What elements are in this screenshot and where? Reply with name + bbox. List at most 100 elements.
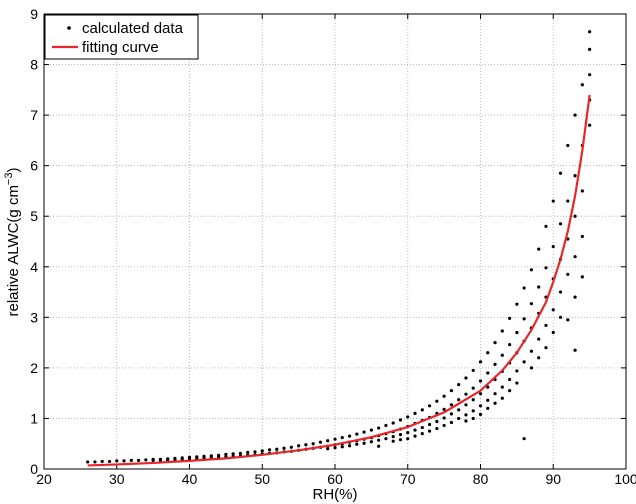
data-point (515, 330, 519, 335)
data-point (493, 341, 497, 345)
plot-frame (43, 13, 627, 470)
data-point (588, 30, 592, 34)
data-point (347, 434, 352, 438)
data-point (413, 428, 417, 432)
data-point (449, 412, 453, 416)
data-point (529, 349, 534, 353)
data-point (449, 403, 453, 407)
data-point (246, 450, 250, 454)
data-point (326, 447, 330, 451)
data-point (522, 437, 526, 441)
data-point (573, 348, 577, 352)
data-point (508, 377, 512, 382)
data-point (573, 255, 577, 259)
data-point (464, 392, 468, 396)
data-point (282, 446, 286, 450)
data-point (529, 302, 534, 306)
data-point (457, 408, 461, 412)
data-point (537, 337, 541, 341)
data-point (406, 431, 410, 435)
data-point (558, 290, 563, 294)
y-axis-label-superscript: −3 (3, 173, 15, 186)
data-point (537, 247, 541, 251)
data-point (406, 415, 410, 419)
data-point (588, 47, 592, 51)
data-point (558, 171, 563, 175)
data-point (580, 234, 584, 239)
plot-background (44, 14, 626, 469)
legend: calculated data fitting curve (44, 14, 199, 60)
data-point (326, 439, 330, 443)
data-point (478, 404, 483, 408)
data-point (573, 113, 577, 117)
data-point (478, 392, 483, 396)
data-point (362, 441, 366, 445)
data-point (573, 295, 577, 299)
data-point (427, 429, 432, 433)
data-point (486, 406, 490, 410)
data-point (391, 421, 395, 425)
data-point (544, 346, 548, 350)
data-point (478, 360, 483, 364)
data-point (166, 458, 170, 462)
data-point (537, 356, 541, 360)
data-point (566, 318, 570, 322)
data-point (580, 189, 584, 193)
data-point (115, 459, 119, 463)
data-point (457, 416, 461, 421)
y-tick-label: 9 (30, 6, 38, 22)
data-point (93, 460, 97, 464)
data-point (275, 447, 279, 451)
data-point (151, 458, 155, 463)
data-point (580, 83, 584, 87)
y-axis-label-main: relative ALWC(g cm (5, 185, 22, 316)
data-point (471, 416, 475, 421)
tick-labels: 20 30 40 50 60 70 80 90 100 0 1 2 3 4 5 6 7 8 9 (30, 6, 636, 487)
data-point (362, 430, 366, 434)
data-point (224, 452, 228, 456)
data-marks (86, 30, 592, 467)
data-point (522, 317, 526, 321)
data-point (318, 440, 323, 444)
data-point (398, 438, 403, 442)
data-point (551, 330, 555, 335)
data-point (486, 385, 490, 389)
data-point (435, 419, 439, 424)
data-point (478, 379, 483, 383)
data-point (406, 437, 410, 441)
data-point (231, 452, 235, 456)
data-point (107, 459, 112, 464)
data-point (464, 413, 468, 417)
data-point (289, 445, 293, 449)
data-point (435, 426, 439, 431)
data-point (486, 351, 490, 355)
data-point (427, 422, 432, 427)
data-point (391, 439, 395, 443)
data-point (508, 343, 512, 347)
x-tick-label: 50 (254, 471, 270, 487)
y-tick-label: 3 (30, 309, 38, 325)
data-point (398, 418, 403, 422)
data-point (442, 407, 446, 411)
data-point (311, 442, 315, 446)
data-point (267, 448, 272, 452)
x-tick-label: 60 (327, 471, 343, 487)
data-point (457, 398, 461, 402)
y-tick-label: 8 (30, 57, 38, 73)
y-tick-label: 4 (30, 259, 38, 275)
data-point (377, 426, 381, 430)
data-point (144, 458, 148, 462)
data-point (122, 459, 126, 463)
x-tick-label: 30 (109, 471, 125, 487)
y-tick-label: 5 (30, 208, 38, 224)
x-tick-label: 100 (614, 471, 636, 487)
x-tick-label: 90 (545, 471, 561, 487)
data-point (471, 398, 475, 402)
data-point (500, 385, 504, 389)
data-point (457, 382, 461, 387)
data-point (544, 224, 548, 228)
data-point (369, 428, 373, 432)
data-point (86, 460, 90, 464)
y-tick-label: 2 (30, 360, 38, 376)
data-point (566, 143, 570, 148)
